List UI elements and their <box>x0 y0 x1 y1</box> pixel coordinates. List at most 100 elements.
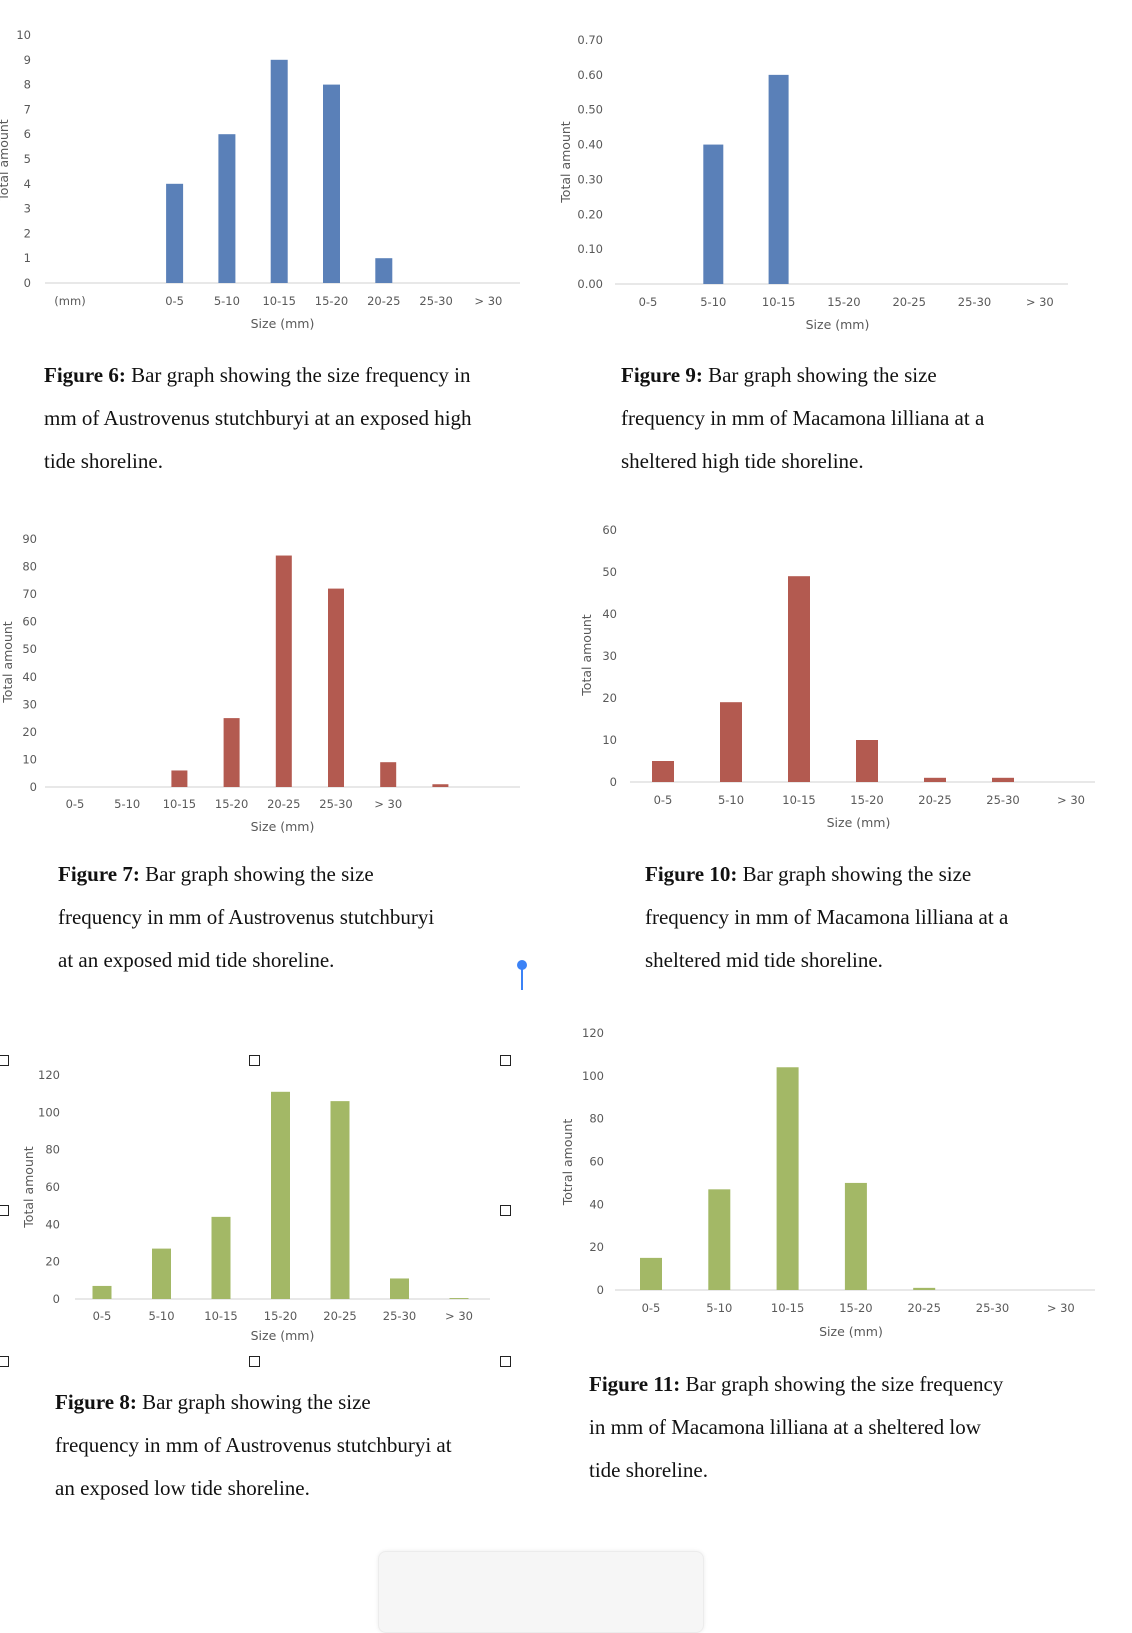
x-tick-label: 25-30 <box>976 1301 1009 1315</box>
y-tick-label: 6 <box>24 127 31 141</box>
y-tick-label: 20 <box>602 691 617 705</box>
resize-handle[interactable] <box>500 1356 511 1367</box>
bar-20-25 <box>913 1287 936 1290</box>
y-tick-label: 20 <box>22 725 37 739</box>
resize-handle[interactable] <box>0 1356 9 1367</box>
resize-handle[interactable] <box>249 1055 260 1066</box>
x-tick-label: 0-5 <box>639 295 658 309</box>
y-tick-label: 0.20 <box>577 207 603 221</box>
resize-handle[interactable] <box>500 1055 511 1066</box>
bar-5-10 <box>703 144 724 284</box>
y-tick-label: 0 <box>24 276 31 290</box>
y-tick-label: 70 <box>22 587 37 601</box>
bar-25-30 <box>390 1278 409 1299</box>
y-tick-label: 60 <box>22 615 37 629</box>
caption-figure-9: Figure 9: Bar graph showing the size freq… <box>621 363 985 473</box>
x-tick-label: 10-15 <box>262 294 295 308</box>
text-cursor-handle[interactable] <box>517 960 527 990</box>
x-tick-label: 20-25 <box>367 294 400 308</box>
x-tick-label: 15-20 <box>839 1301 872 1315</box>
y-axis-title: Total amount <box>21 1146 36 1228</box>
bar-20-25 <box>924 777 946 782</box>
y-tick-label: 0 <box>610 775 617 789</box>
y-tick-label: 0 <box>597 1283 604 1297</box>
x-tick-label: 25-30 <box>319 797 352 811</box>
y-tick-label: 0.10 <box>577 242 603 256</box>
y-tick-label: 80 <box>589 1112 604 1126</box>
y-tick-label: 10 <box>22 752 37 766</box>
y-tick-label: 0 <box>30 780 37 794</box>
x-tick-label: 10-15 <box>771 1301 804 1315</box>
y-tick-label: 1 <box>24 251 31 265</box>
x-tick-label: > 30 <box>1026 295 1054 309</box>
x-tick-label: 5-10 <box>718 793 744 807</box>
y-tick-label: 4 <box>24 177 31 191</box>
resize-handle[interactable] <box>0 1205 9 1216</box>
bar-0-5 <box>166 183 184 283</box>
x-tick-label: 5-10 <box>700 295 726 309</box>
x-tick-label: 25-30 <box>383 1309 416 1323</box>
x-axis-title: Size (mm) <box>251 819 315 834</box>
y-axis-title: Total amount <box>0 119 11 201</box>
bar-20-25 <box>275 555 292 787</box>
bar-10-15 <box>788 576 810 782</box>
y-tick-label: 2 <box>24 226 31 240</box>
bar-15-20 <box>856 740 878 782</box>
bar-10-15 <box>768 74 789 284</box>
word-count-bar[interactable] <box>378 1551 704 1633</box>
resize-handle[interactable] <box>0 1055 9 1066</box>
bar-15-20 <box>271 1091 290 1299</box>
x-tick-label: > 30 <box>1047 1301 1075 1315</box>
y-tick-label: 80 <box>45 1143 60 1157</box>
bar-5-10 <box>708 1189 731 1290</box>
bar-0-5 <box>92 1285 112 1299</box>
x-tick-label: > 30 <box>474 294 502 308</box>
y-tick-label: 40 <box>22 670 37 684</box>
y-tick-label: 9 <box>24 53 31 67</box>
bar-15-20 <box>844 1182 867 1290</box>
resize-handle[interactable] <box>500 1205 511 1216</box>
x-tick-label: 10-15 <box>163 797 196 811</box>
x-tick-label: 5-10 <box>114 797 140 811</box>
y-tick-label: 50 <box>602 565 617 579</box>
y-tick-label: 30 <box>602 649 617 663</box>
caption-figure-6: Figure 6: Bar graph showing the size fre… <box>44 363 472 473</box>
resize-handle[interactable] <box>249 1356 260 1367</box>
bar-15-20 <box>323 84 340 283</box>
caption-figure-10: Figure 10: Bar graph showing the size fre… <box>645 862 1009 972</box>
x-axis-title: Size (mm) <box>251 316 315 331</box>
bar-10-15 <box>211 1216 231 1299</box>
caption-figure-7: Figure 7: Bar graph showing the size freq… <box>58 862 435 972</box>
y-tick-label: 0 <box>53 1292 60 1306</box>
x-tick-label: > 30 <box>374 797 402 811</box>
y-tick-label: 40 <box>602 607 617 621</box>
x-tick-label: 15-20 <box>215 797 248 811</box>
x-tick-label: (mm) <box>54 294 85 308</box>
y-tick-label: 40 <box>45 1217 60 1231</box>
y-tick-label: 30 <box>22 697 37 711</box>
y-tick-label: 5 <box>24 152 31 166</box>
bar-5-10 <box>720 702 742 782</box>
x-tick-label: > 30 <box>445 1309 473 1323</box>
x-axis-title: Size (mm) <box>827 815 891 830</box>
y-tick-label: 0.70 <box>577 33 603 47</box>
y-axis-title: Total amount <box>0 621 15 703</box>
x-tick-label: 0-5 <box>642 1301 661 1315</box>
caption-figure-8: Figure 8: Bar graph showing the size freq… <box>55 1390 452 1500</box>
y-tick-label: 60 <box>602 523 617 537</box>
bar-20-25 <box>330 1101 350 1299</box>
x-tick-label: 20-25 <box>907 1301 940 1315</box>
y-tick-label: 60 <box>45 1180 60 1194</box>
bar-> 30 <box>449 1298 469 1299</box>
bar-0-5 <box>652 761 674 782</box>
y-tick-label: 0.40 <box>577 138 603 152</box>
x-tick-label: 0-5 <box>654 793 673 807</box>
x-tick-label: 0-5 <box>66 797 85 811</box>
x-tick-label: 25-30 <box>986 793 1019 807</box>
x-tick-label: 0-5 <box>165 294 184 308</box>
y-tick-label: 20 <box>589 1240 604 1254</box>
y-tick-label: 10 <box>602 733 617 747</box>
bar-10-15 <box>776 1067 799 1290</box>
y-tick-label: 0.30 <box>577 172 603 186</box>
